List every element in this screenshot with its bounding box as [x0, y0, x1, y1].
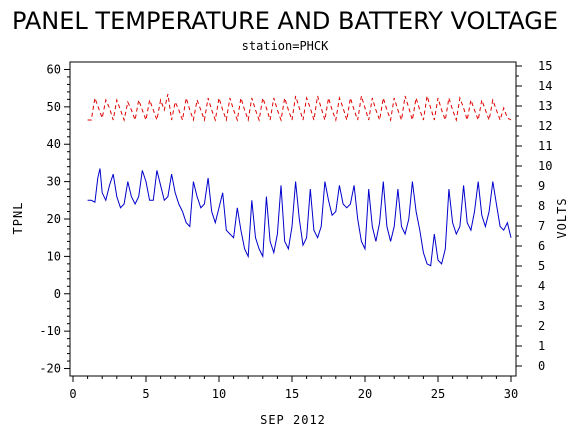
- x-axis-label: SEP 2012: [260, 413, 326, 427]
- chart-subtitle: station=PHCK: [242, 39, 329, 53]
- right-tick-label: 2: [538, 319, 545, 333]
- left-tick-label: -10: [39, 324, 61, 338]
- x-tick-label: 20: [358, 387, 372, 401]
- left-tick-label: 60: [47, 62, 61, 76]
- left-tick-label: 50: [47, 100, 61, 114]
- right-tick-label: 11: [538, 139, 552, 153]
- left-axis-ticks: -20 -10 0 10 20 30 40 50 60: [39, 62, 70, 376]
- right-tick-label: 6: [538, 239, 545, 253]
- x-tick-label: 10: [212, 387, 226, 401]
- right-tick-label: 5: [538, 259, 545, 273]
- right-tick-label: 7: [538, 219, 545, 233]
- left-tick-label: 30: [47, 175, 61, 189]
- left-tick-label: 40: [47, 137, 61, 151]
- left-tick-label: 0: [54, 287, 61, 301]
- battery-voltage-line: [87, 93, 512, 122]
- left-tick-label: 10: [47, 249, 61, 263]
- x-tick-label: 5: [142, 387, 149, 401]
- right-tick-label: 14: [538, 79, 552, 93]
- x-axis-ticks: 0 5 10 15 20 25 30: [69, 376, 518, 401]
- y-axis-label-right: VOLTS: [555, 197, 569, 238]
- y-axis-label-left: TPNL: [11, 202, 25, 235]
- left-tick-label: 20: [47, 212, 61, 226]
- x-tick-label: 25: [431, 387, 445, 401]
- right-tick-label: 13: [538, 99, 552, 113]
- x-tick-label: 0: [69, 387, 76, 401]
- x-tick-label: 30: [504, 387, 518, 401]
- right-tick-label: 1: [538, 339, 545, 353]
- series-layer: [87, 93, 512, 267]
- right-tick-label: 9: [538, 179, 545, 193]
- right-tick-label: 12: [538, 119, 552, 133]
- left-tick-label: -20: [39, 362, 61, 376]
- right-tick-label: 0: [538, 359, 545, 373]
- chart-title: PANEL TEMPERATURE AND BATTERY VOLTAGE: [12, 7, 558, 35]
- x-tick-label: 15: [285, 387, 299, 401]
- panel-temperature-line: [87, 168, 512, 267]
- right-tick-label: 15: [538, 59, 552, 73]
- right-tick-label: 3: [538, 299, 545, 313]
- right-tick-label: 8: [538, 199, 545, 213]
- right-tick-label: 10: [538, 159, 552, 173]
- right-tick-label: 4: [538, 279, 545, 293]
